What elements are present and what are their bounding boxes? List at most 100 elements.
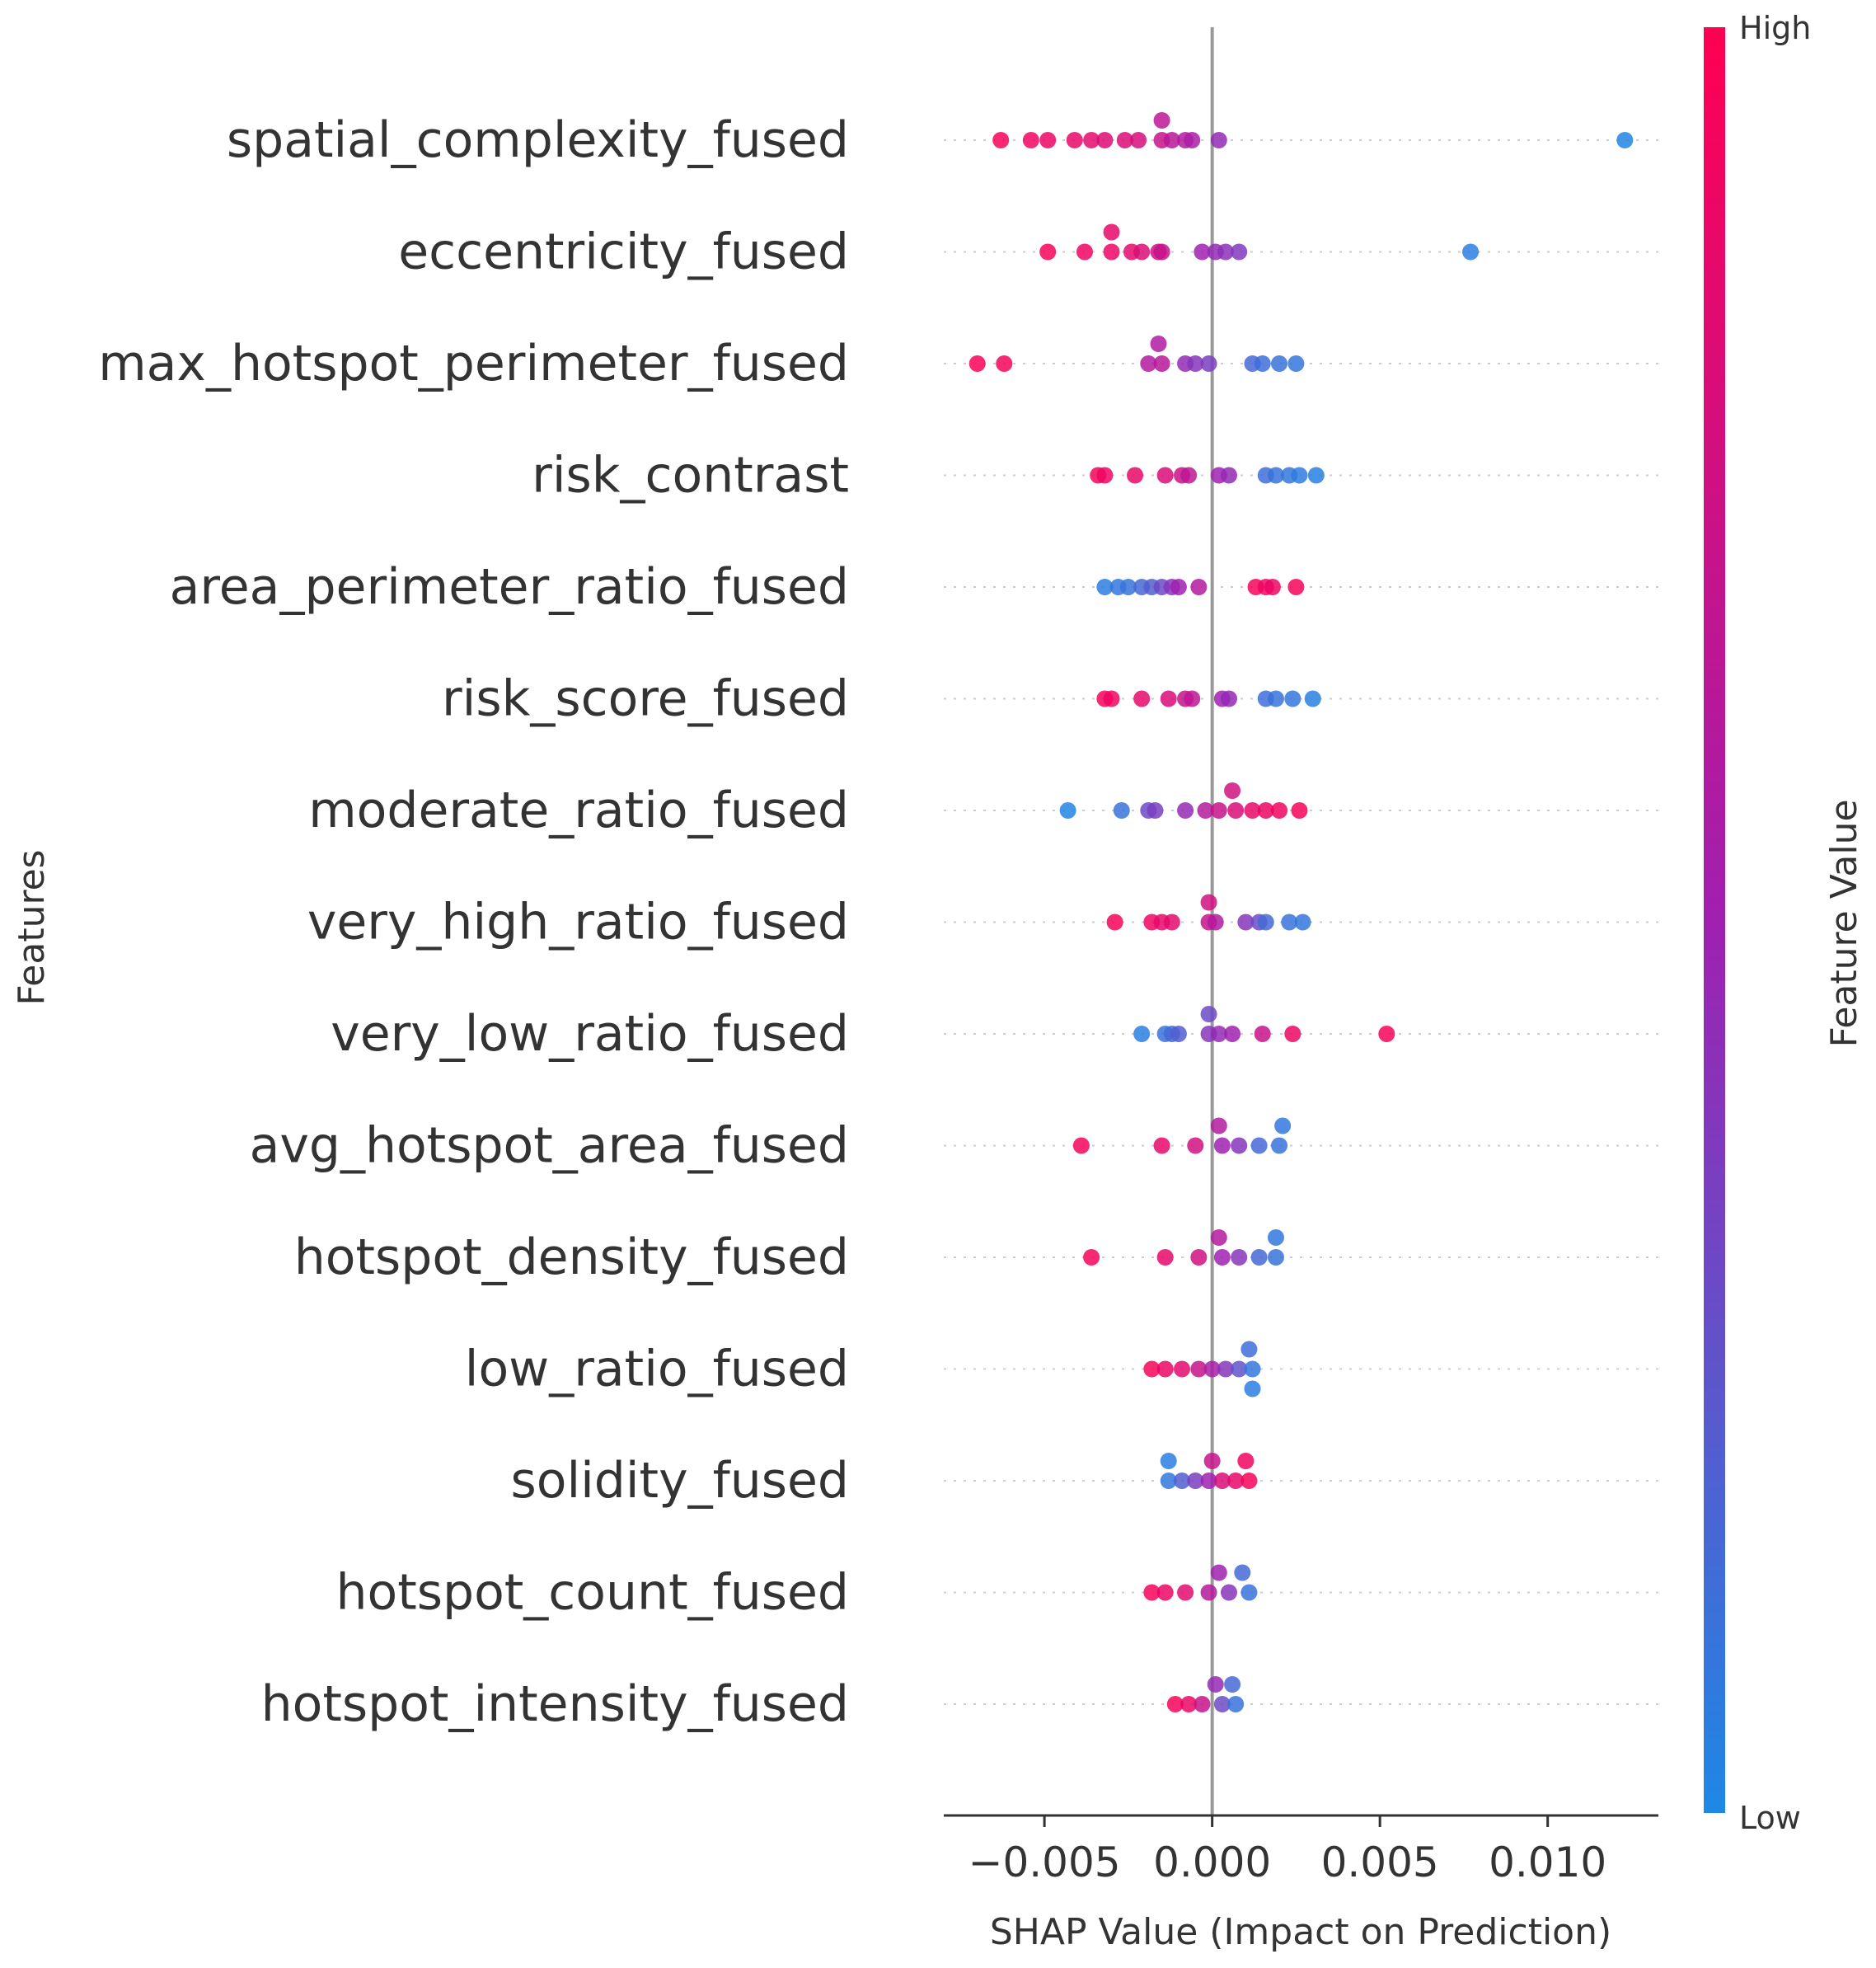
shap-point bbox=[1271, 802, 1288, 819]
shap-point bbox=[1160, 1453, 1177, 1469]
x-tick-label: 0.005 bbox=[1321, 1839, 1439, 1886]
shap-point bbox=[1116, 132, 1133, 148]
shap-point bbox=[1103, 243, 1120, 261]
shap-point bbox=[1267, 690, 1284, 707]
shap-point bbox=[1271, 1137, 1288, 1154]
shap-point bbox=[1133, 1026, 1151, 1042]
shap-point bbox=[1177, 1584, 1194, 1601]
shap-point bbox=[1187, 355, 1204, 372]
shap-point bbox=[1170, 579, 1187, 595]
shap-point bbox=[1194, 243, 1211, 261]
feature-label: low_ratio_fused bbox=[465, 1341, 849, 1398]
shap-point bbox=[1210, 1564, 1227, 1581]
feature-labels: spatial_complexity_fused eccentricity_fus… bbox=[98, 111, 849, 1733]
shap-point bbox=[1210, 1117, 1227, 1134]
shap-point bbox=[1616, 132, 1634, 148]
shap-point bbox=[968, 355, 986, 372]
feature-label: moderate_ratio_fused bbox=[308, 782, 849, 839]
shap-point bbox=[1184, 690, 1201, 707]
shap-point bbox=[1264, 579, 1281, 595]
shap-point bbox=[1210, 802, 1227, 819]
shap-point bbox=[1220, 1584, 1237, 1601]
shap-point bbox=[1083, 132, 1100, 148]
shap-point bbox=[1227, 1472, 1245, 1489]
shap-point bbox=[1147, 802, 1164, 819]
shap-point bbox=[1140, 355, 1157, 372]
shap-point bbox=[1250, 1249, 1268, 1266]
shap-point bbox=[1271, 355, 1288, 372]
feature-label: risk_contrast bbox=[532, 447, 849, 505]
shap-point bbox=[1200, 1584, 1217, 1601]
shap-point bbox=[1127, 467, 1144, 484]
shap-point bbox=[1231, 1137, 1248, 1154]
feature-label: hotspot_intensity_fused bbox=[261, 1675, 849, 1733]
shap-point bbox=[1267, 1249, 1284, 1266]
shap-point bbox=[1244, 802, 1261, 819]
shap-point bbox=[1039, 132, 1057, 148]
shap-point bbox=[1143, 1584, 1161, 1601]
shap-point bbox=[1190, 1249, 1208, 1266]
shap-point bbox=[1083, 1249, 1100, 1266]
shap-point bbox=[1237, 914, 1255, 931]
shap-point bbox=[1267, 467, 1284, 484]
shap-point bbox=[1231, 1249, 1248, 1266]
shap-point bbox=[1096, 467, 1114, 484]
shap-point bbox=[1257, 802, 1274, 819]
shap-point bbox=[1200, 355, 1217, 372]
shap-point bbox=[1244, 1380, 1261, 1397]
shap-point bbox=[1220, 467, 1237, 484]
shap-point bbox=[1291, 467, 1308, 484]
shap-point bbox=[1217, 1360, 1234, 1378]
shap-point bbox=[1200, 1472, 1217, 1489]
feature-label: spatial_complexity_fused bbox=[227, 111, 849, 169]
shap-point bbox=[1237, 1453, 1255, 1469]
shap-point bbox=[1203, 1453, 1221, 1469]
feature-label: very_high_ratio_fused bbox=[307, 894, 849, 951]
colorbar-low-label: Low bbox=[1739, 1800, 1801, 1836]
shap-point bbox=[1254, 355, 1271, 372]
shap-point bbox=[1072, 1137, 1090, 1154]
shap-point bbox=[1213, 1249, 1231, 1266]
shap-point bbox=[1180, 467, 1198, 484]
shap-point bbox=[992, 132, 1010, 148]
shap-point bbox=[1066, 132, 1083, 148]
shap-point bbox=[1231, 1360, 1248, 1378]
shap-point bbox=[1187, 1472, 1204, 1489]
shap-point bbox=[1213, 1137, 1231, 1154]
shap-point bbox=[1241, 1472, 1258, 1489]
shap-point bbox=[1190, 579, 1208, 595]
shap-point bbox=[1287, 355, 1305, 372]
shap-point bbox=[1174, 1360, 1190, 1378]
shap-point bbox=[1197, 802, 1214, 819]
shap-point bbox=[1227, 802, 1245, 819]
x-axis-title: SHAP Value (Impact on Prediction) bbox=[990, 1911, 1611, 1953]
shap-point bbox=[1180, 1696, 1198, 1712]
shap-point bbox=[1224, 1676, 1241, 1693]
shap-point bbox=[1210, 132, 1227, 148]
shap-point bbox=[1160, 1472, 1177, 1489]
feature-label: hotspot_density_fused bbox=[294, 1228, 849, 1286]
shap-point bbox=[1234, 1564, 1251, 1581]
x-tick-label: −0.005 bbox=[968, 1839, 1121, 1886]
shap-point bbox=[1250, 1137, 1268, 1154]
shap-point bbox=[1213, 1696, 1231, 1712]
shap-point bbox=[1227, 1696, 1245, 1712]
shap-point bbox=[1184, 132, 1201, 148]
x-axis-ticks: −0.005 0.000 0.005 0.010 bbox=[968, 1815, 1606, 1886]
shap-point bbox=[1022, 132, 1039, 148]
feature-label: hotspot_count_fused bbox=[335, 1564, 849, 1622]
shap-point bbox=[1284, 1026, 1301, 1042]
colorbar-title: Feature Value bbox=[1823, 799, 1865, 1047]
shap-point bbox=[1241, 1584, 1258, 1601]
shap-point bbox=[1194, 1696, 1211, 1712]
shap-point bbox=[1170, 1026, 1187, 1042]
shap-point bbox=[1287, 579, 1305, 595]
shap-point bbox=[1133, 690, 1151, 707]
feature-label: avg_hotspot_area_fused bbox=[250, 1117, 849, 1175]
feature-label: solidity_fused bbox=[510, 1452, 849, 1510]
shap-point bbox=[1220, 690, 1237, 707]
shap-point bbox=[1257, 914, 1274, 931]
shap-point bbox=[1378, 1026, 1395, 1042]
feature-label: eccentricity_fused bbox=[398, 223, 849, 281]
